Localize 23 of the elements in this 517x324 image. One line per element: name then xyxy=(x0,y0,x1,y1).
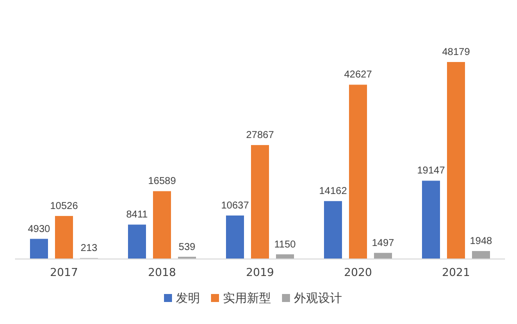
data-label: 1150 xyxy=(274,239,296,250)
legend-label: 实用新型 xyxy=(223,291,271,305)
x-tick-label: 2020 xyxy=(344,266,372,279)
data-label: 539 xyxy=(178,242,196,253)
data-label: 8411 xyxy=(126,210,148,221)
data-label: 14162 xyxy=(319,186,348,198)
x-tick-label: 2019 xyxy=(246,266,274,279)
x-tick-label: 2018 xyxy=(148,266,176,279)
legend-label: 发明 xyxy=(176,291,200,305)
data-label: 4930 xyxy=(28,224,51,235)
data-label: 213 xyxy=(80,243,98,254)
x-tick-label: 2021 xyxy=(442,266,470,279)
data-label: 42627 xyxy=(344,70,372,81)
data-label: 27867 xyxy=(246,130,274,142)
data-label: 19147 xyxy=(417,166,446,177)
data-label: 1948 xyxy=(470,236,493,248)
data-label: 10526 xyxy=(50,200,78,212)
data-label: 1497 xyxy=(372,238,395,249)
data-label: 16589 xyxy=(148,176,176,188)
x-tick-label: 2017 xyxy=(50,266,78,279)
data-label: 10637 xyxy=(221,200,250,212)
legend-label: 外观设计 xyxy=(294,291,342,305)
data-label: 48179 xyxy=(442,47,470,58)
